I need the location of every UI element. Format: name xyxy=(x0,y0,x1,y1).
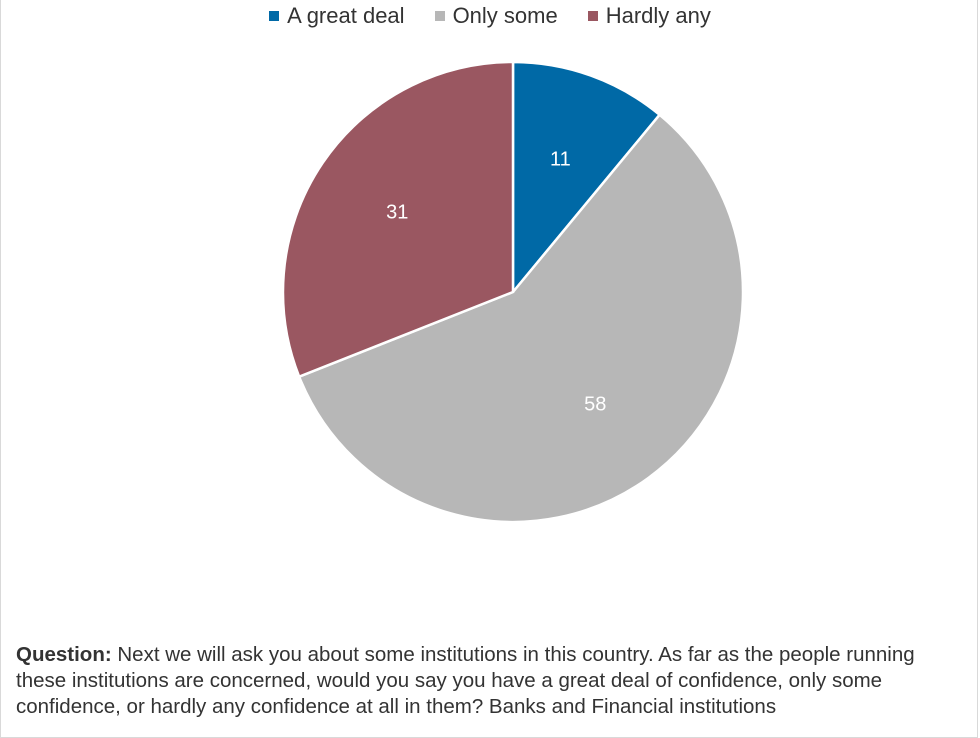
pie-slice-only-some xyxy=(297,113,745,524)
legend: A great deal Only some Hardly any xyxy=(0,3,980,29)
legend-swatch xyxy=(587,11,598,21)
legend-swatch xyxy=(434,11,445,21)
question-text: Next we will ask you about some institut… xyxy=(16,643,915,718)
pie-slice-a-great-deal xyxy=(511,60,662,296)
legend-label: Only some xyxy=(452,3,558,28)
legend-label: A great deal xyxy=(287,3,405,28)
pie-labels: 11 58 31 xyxy=(386,149,606,416)
legend-item-a-great-deal: A great deal xyxy=(269,3,405,29)
data-label: 31 xyxy=(386,202,408,224)
question-label: Question: xyxy=(16,643,112,666)
legend-item-hardly-any: Hardly any xyxy=(587,3,711,29)
pie-chart: 11 58 31 xyxy=(281,60,745,524)
legend-label: Hardly any xyxy=(605,3,711,28)
data-label: 58 xyxy=(584,394,606,416)
legend-swatch xyxy=(269,11,280,21)
data-label: 11 xyxy=(550,149,571,171)
question-note: Question: Next we will ask you about som… xyxy=(16,642,966,720)
legend-item-only-some: Only some xyxy=(434,3,558,29)
pie-slices xyxy=(281,60,745,524)
pie-slice-hardly-any xyxy=(281,60,515,379)
